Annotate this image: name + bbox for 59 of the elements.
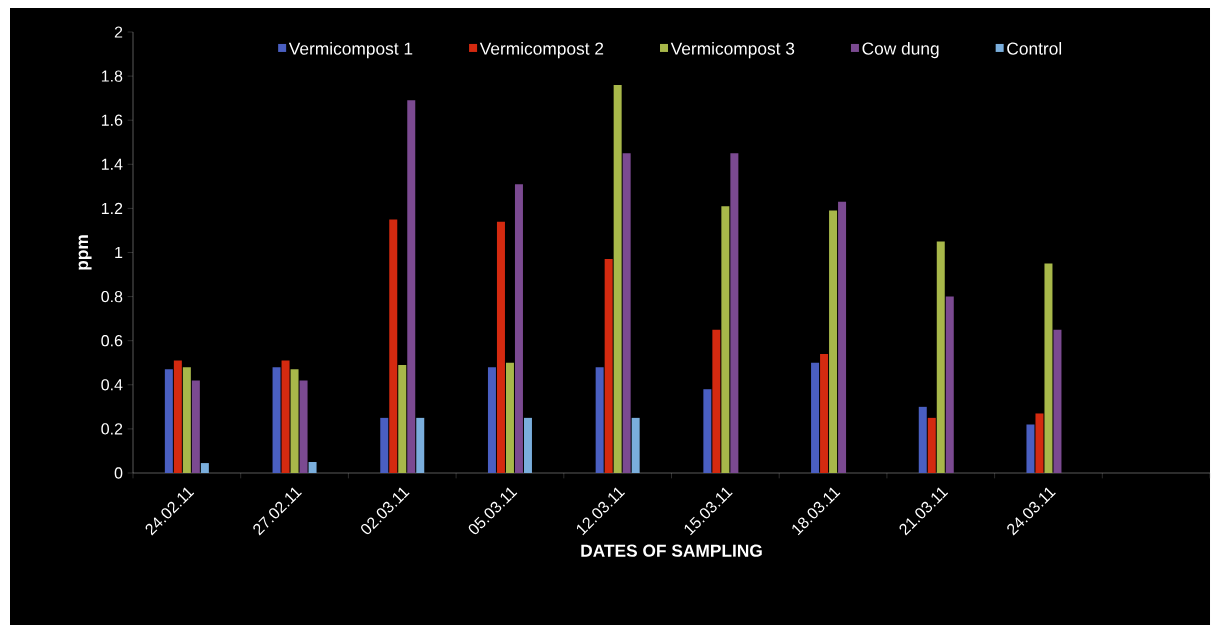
legend-label: Vermicompost 2 [479, 41, 604, 59]
x-axis-title: DATES OF SAMPLING [581, 544, 762, 557]
bar [1053, 329, 1062, 473]
bar [407, 100, 416, 473]
bar [182, 367, 191, 473]
y-tick-label: 0.8 [101, 290, 123, 303]
bar [173, 360, 182, 473]
bar [164, 369, 173, 473]
bar [416, 417, 425, 473]
bar [945, 296, 954, 473]
bar [1035, 413, 1044, 473]
bar [936, 241, 945, 473]
bar [721, 206, 730, 473]
bar [191, 380, 200, 473]
legend-label: Vermicompost 1 [288, 41, 413, 59]
bar [595, 367, 604, 473]
bar [811, 362, 820, 473]
bar [712, 329, 721, 473]
bar [487, 367, 496, 473]
y-tick-label: 0 [114, 467, 123, 479]
y-tick-label: 1.2 [101, 202, 123, 214]
bar [380, 417, 389, 473]
bar [1044, 263, 1053, 473]
legend-label: Control [1007, 41, 1062, 55]
bar [272, 367, 281, 473]
bar [918, 406, 927, 473]
y-tick-label: 2 [114, 26, 123, 38]
bar [290, 369, 299, 473]
bar [613, 84, 622, 473]
y-tick-label: 1.6 [101, 114, 123, 126]
bar [703, 389, 712, 473]
bar [604, 259, 613, 473]
y-tick-label: 0.6 [101, 335, 123, 347]
bar [281, 360, 290, 473]
bar [389, 219, 398, 473]
bar [514, 184, 523, 473]
y-axis-title: ppm [78, 235, 92, 270]
y-tick-label: 0.4 [101, 379, 123, 391]
bar [496, 221, 505, 473]
y-tick-label: 0.2 [101, 423, 123, 435]
legend-label: Vermicompost 3 [670, 41, 795, 59]
bar [299, 380, 308, 473]
bar [523, 417, 532, 473]
bar [308, 461, 317, 473]
y-tick-label: 1.8 [101, 70, 123, 82]
bar [829, 210, 838, 473]
bar [838, 201, 847, 473]
bar [927, 417, 936, 473]
y-tick-label: 1.4 [101, 158, 123, 170]
bar [505, 362, 514, 473]
bar [631, 417, 640, 473]
bar [200, 463, 209, 473]
bar [820, 353, 829, 473]
bar [622, 153, 631, 473]
bar [730, 153, 739, 473]
legend-label: Cow dung [862, 41, 939, 59]
y-tick-label: 1 [115, 247, 123, 258]
bar [1026, 424, 1035, 473]
bar [398, 364, 407, 473]
